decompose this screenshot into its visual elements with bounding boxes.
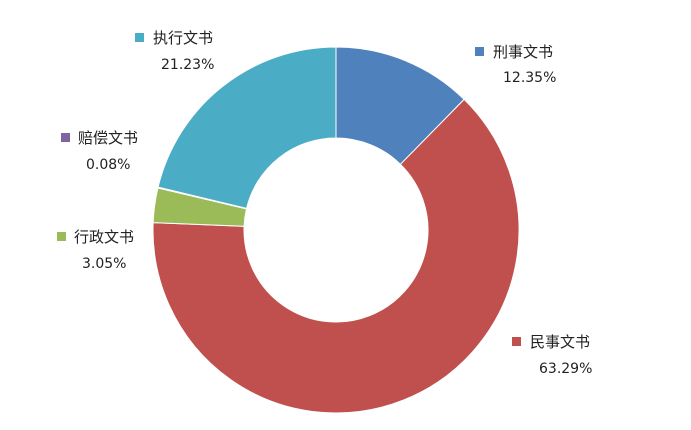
- legend-marker-criminal: [475, 47, 484, 56]
- label-enforcement-value: 21.23%: [161, 57, 214, 73]
- legend-marker-enforcement: [135, 33, 144, 42]
- label-enforcement-name: 执行文书: [153, 29, 213, 47]
- label-compensation-name: 赔偿文书: [78, 129, 138, 147]
- legend-marker-civil: [512, 337, 521, 346]
- label-compensation-value: 0.08%: [86, 157, 130, 173]
- slice-labels: 刑事文书 12.35% 民事文书 63.29% 行政文书 3.05% 赔偿文书 …: [57, 29, 592, 377]
- label-criminal-value: 12.35%: [503, 70, 556, 86]
- donut-slices: [152, 46, 520, 414]
- legend-marker-compensation: [61, 133, 70, 142]
- label-criminal-name: 刑事文书: [493, 43, 553, 61]
- legend-marker-administrative: [57, 232, 66, 241]
- label-administrative-value: 3.05%: [82, 256, 126, 272]
- slice-enforcement: [157, 46, 337, 210]
- slice-civil: [152, 98, 520, 414]
- label-administrative-name: 行政文书: [74, 228, 134, 246]
- label-civil-value: 63.29%: [539, 361, 592, 377]
- label-civil-name: 民事文书: [530, 333, 590, 351]
